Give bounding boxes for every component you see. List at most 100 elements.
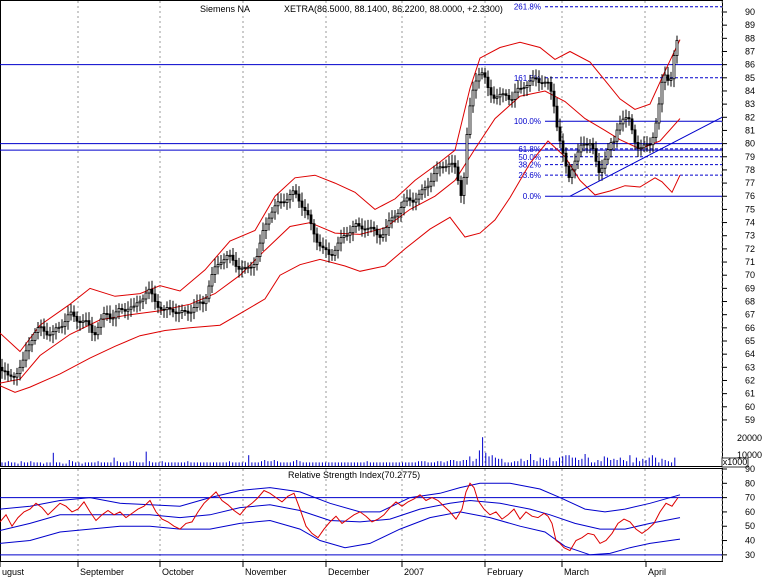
candle-body bbox=[96, 326, 100, 336]
candle-body bbox=[453, 162, 457, 168]
bollinger-upper bbox=[0, 39, 681, 353]
candle-body bbox=[417, 193, 421, 200]
candle-body bbox=[456, 166, 460, 181]
volume-bars bbox=[1, 437, 676, 466]
candle-body bbox=[585, 143, 589, 146]
candle-body bbox=[342, 235, 346, 238]
candle-body bbox=[39, 326, 43, 329]
rsi-tick-label: 40 bbox=[745, 536, 755, 546]
price-tick-label: 79 bbox=[745, 152, 755, 162]
candle-body bbox=[393, 215, 397, 219]
price-tick-label: 73 bbox=[745, 231, 755, 241]
candle-body bbox=[198, 301, 202, 304]
candle-body bbox=[510, 99, 514, 101]
candle-body bbox=[675, 39, 679, 56]
candle-body bbox=[651, 136, 655, 146]
price-tick-label: 75 bbox=[745, 204, 755, 214]
candle-body bbox=[186, 310, 190, 314]
candle-body bbox=[447, 163, 451, 168]
price-tick-label: 85 bbox=[745, 73, 755, 83]
candle-body bbox=[654, 122, 658, 138]
candle-body bbox=[546, 81, 550, 84]
candle-body bbox=[279, 201, 283, 204]
candle-body bbox=[267, 217, 271, 225]
candle-body bbox=[540, 82, 544, 85]
rsi-lower-band bbox=[0, 511, 681, 556]
fibonacci-levels: 261.8% 161.8% 100.0% 61.8%50.0%38.2%23.6% 0.… bbox=[514, 3, 722, 201]
candle-body bbox=[99, 318, 103, 328]
price-axis: 59 60 61 62 63 64 65 66 67 68 69 70 71 72 73 74 75 76 77 78… bbox=[721, 7, 762, 560]
candle-body bbox=[618, 123, 622, 131]
candle-body bbox=[3, 370, 7, 373]
candle-body bbox=[537, 78, 541, 84]
candle-body bbox=[66, 314, 70, 323]
candle-body bbox=[504, 93, 508, 96]
candle-body bbox=[360, 225, 364, 230]
fibonacci-label: 161.8% bbox=[514, 74, 541, 83]
candle-body bbox=[126, 308, 130, 312]
candle-body bbox=[168, 307, 172, 310]
price-tick-label: 83 bbox=[745, 99, 755, 109]
time-tick-label: 2007 bbox=[404, 567, 424, 577]
candle-body bbox=[372, 226, 376, 230]
candle-body bbox=[597, 160, 601, 173]
candle-body bbox=[159, 307, 163, 310]
candle-body bbox=[576, 151, 580, 162]
candle-body bbox=[621, 118, 625, 125]
rsi-title: Relative Strength Index(70.2775) bbox=[288, 470, 420, 480]
candle-body bbox=[450, 162, 454, 165]
price-panel-frame bbox=[0, 0, 723, 467]
candle-body bbox=[432, 173, 436, 182]
candle-body bbox=[507, 95, 511, 100]
candle-body bbox=[552, 90, 556, 107]
candle-body bbox=[135, 302, 139, 307]
candle-body bbox=[648, 143, 652, 146]
candle-body bbox=[354, 223, 358, 227]
candle-body bbox=[93, 332, 97, 336]
candle-body bbox=[600, 167, 604, 173]
candle-body bbox=[525, 85, 529, 89]
candle-body bbox=[459, 180, 463, 196]
price-tick-label: 71 bbox=[745, 257, 755, 267]
candle-body bbox=[12, 375, 16, 378]
candle-body bbox=[246, 266, 250, 269]
candle-body bbox=[147, 288, 151, 294]
candle-body bbox=[297, 193, 301, 202]
price-tick-label: 90 bbox=[745, 7, 755, 17]
candle-body bbox=[204, 297, 208, 305]
candle-body bbox=[657, 103, 661, 124]
candle-body bbox=[579, 144, 583, 153]
candle-body bbox=[480, 72, 484, 76]
candle-body bbox=[312, 223, 316, 235]
candle-body bbox=[78, 320, 82, 323]
candle-body bbox=[156, 301, 160, 308]
price-tick-label: 78 bbox=[745, 165, 755, 175]
candle-body bbox=[69, 311, 73, 316]
candle-body bbox=[429, 180, 433, 187]
candle-body bbox=[123, 309, 127, 312]
candle-body bbox=[30, 339, 34, 346]
candle-body bbox=[465, 133, 469, 178]
candle-body bbox=[660, 81, 664, 105]
candle-body bbox=[627, 117, 631, 120]
rsi-tick-label: 30 bbox=[745, 550, 755, 560]
candle-body bbox=[213, 266, 217, 275]
candle-body bbox=[75, 315, 79, 322]
price-tick-label: 82 bbox=[745, 112, 755, 122]
price-tick-label: 61 bbox=[745, 389, 755, 399]
candle-body bbox=[153, 293, 157, 302]
candle-body bbox=[129, 306, 133, 310]
price-tick-label: 81 bbox=[745, 125, 755, 135]
candle-body bbox=[573, 160, 577, 171]
candle-body bbox=[60, 325, 64, 328]
candle-body bbox=[24, 350, 28, 361]
fibonacci-label: 0.0% bbox=[523, 192, 541, 201]
candle-body bbox=[6, 370, 10, 376]
rsi-line bbox=[0, 482, 679, 552]
candle-body bbox=[249, 266, 253, 269]
candle-body bbox=[333, 249, 337, 256]
candle-body bbox=[216, 264, 220, 268]
candle-body bbox=[174, 311, 178, 315]
price-tick-label: 63 bbox=[745, 362, 755, 372]
candle-body bbox=[291, 190, 295, 196]
